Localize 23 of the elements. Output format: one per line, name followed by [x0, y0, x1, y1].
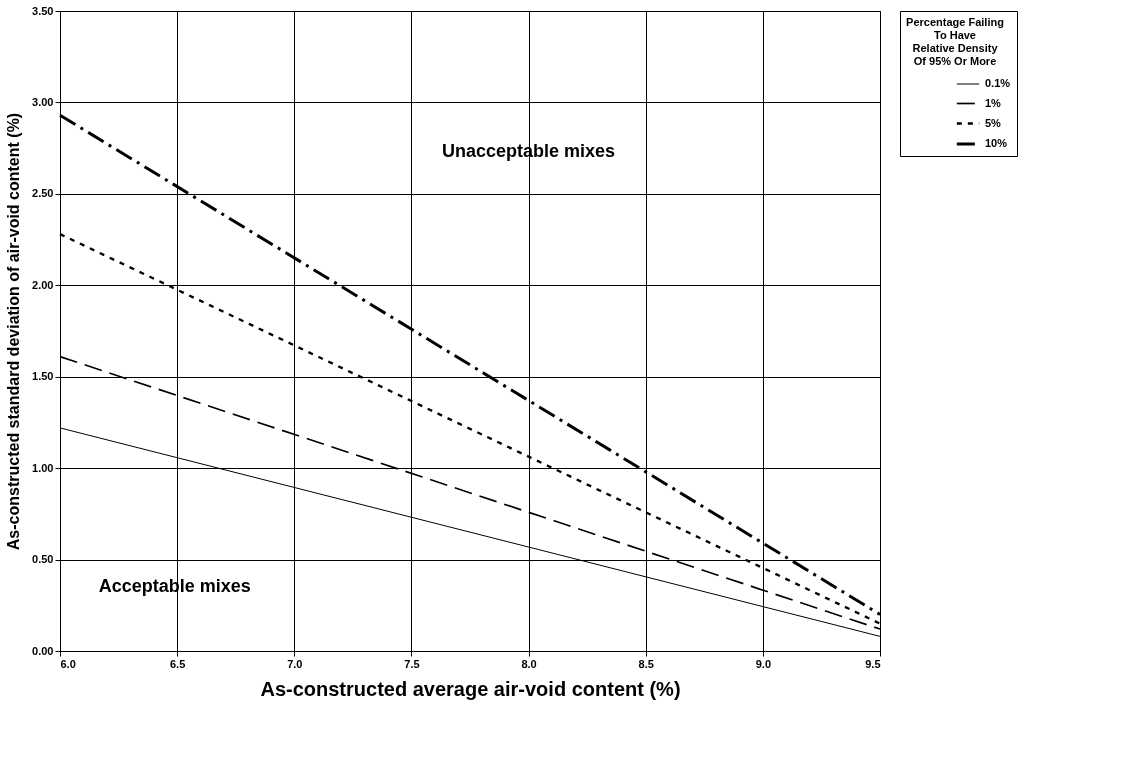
y-tick-label: 1.50: [32, 370, 54, 383]
x-tick-label: 6.5: [169, 657, 186, 670]
y-tick-label: 0.00: [32, 644, 54, 657]
legend-label: 10%: [985, 137, 1008, 149]
y-tick-label: 2.50: [32, 187, 54, 200]
x-tick-label: 8.0: [521, 657, 537, 670]
y-axis-title: As-constructed standard deviation of air-void content (%): [5, 112, 23, 551]
y-tick-label: 1.00: [32, 461, 54, 474]
x-tick-label: 9.0: [755, 657, 772, 670]
y-tick-label: 3.00: [32, 95, 54, 108]
y-tick-label: 0.50: [32, 553, 54, 566]
legend-label: 1%: [985, 96, 1002, 109]
x-axis-title: As-constructed average air-void content (%): [260, 677, 681, 700]
x-tick-label: 9.5: [865, 657, 881, 670]
y-tick-label: 2.00: [32, 278, 54, 291]
legend-label: 0.1%: [985, 77, 1011, 89]
x-tick-label: 8.5: [638, 657, 654, 670]
x-tick-label: 7.0: [287, 657, 303, 670]
legend-label: 5%: [985, 116, 1002, 129]
y-tick-label: 3.50: [32, 4, 54, 17]
x-tick-label: 7.5: [404, 657, 420, 670]
legend-title: Percentage Failing To Have Relative Density Of 95% Or More: [906, 16, 1004, 67]
x-tick-label: 6.0: [60, 657, 76, 670]
